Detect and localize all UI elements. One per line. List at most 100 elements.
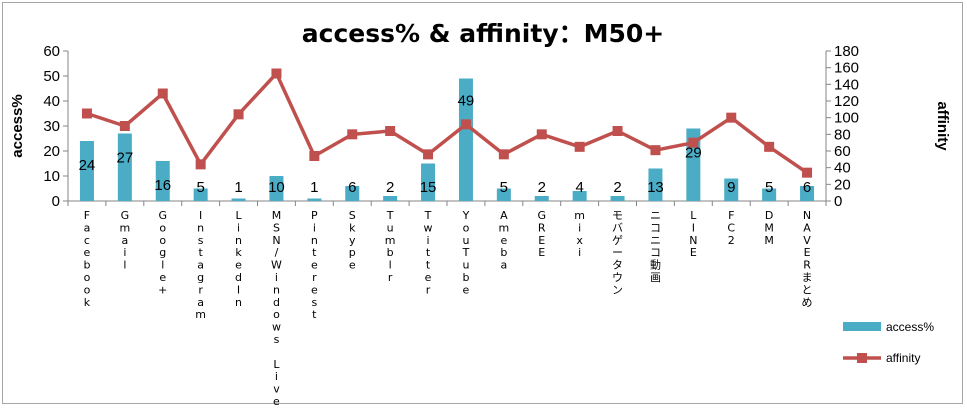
- x-category-label: モバゲータウン: [612, 209, 623, 296]
- bar-access: [762, 188, 777, 201]
- bar-access: [421, 163, 436, 201]
- bar-access: [193, 188, 208, 201]
- y-tick-label: 30: [43, 118, 60, 135]
- y2-tick-label: 80: [834, 126, 851, 143]
- bar-data-label: 5: [500, 179, 508, 196]
- bar-access: [610, 196, 625, 201]
- bar-access: [458, 78, 473, 201]
- bar-data-label: 2: [613, 179, 621, 196]
- affinity-marker: [271, 68, 282, 79]
- affinity-marker: [157, 88, 168, 99]
- affinity-marker: [81, 108, 92, 119]
- affinity-marker: [764, 141, 775, 152]
- y-tick-label: 0: [52, 193, 60, 210]
- bar-data-label: 1: [310, 179, 318, 196]
- affinity-marker: [612, 126, 623, 136]
- affinity-marker: [460, 119, 471, 130]
- affinity-marker: [726, 112, 737, 123]
- bar-access: [155, 161, 170, 201]
- bar-data-label: 9: [727, 179, 735, 196]
- bar-data-label: 5: [765, 179, 773, 196]
- bar-data-label: 2: [538, 179, 546, 196]
- affinity-marker: [195, 159, 206, 170]
- bar-data-label: 15: [420, 179, 437, 196]
- bar-data-label: 24: [79, 157, 96, 174]
- affinity-marker: [347, 129, 358, 140]
- bar-data-label: 2: [386, 179, 394, 196]
- y-tick-label: 10: [43, 168, 60, 185]
- y-tick-label: 50: [43, 68, 60, 85]
- bar-data-label: 16: [154, 177, 171, 194]
- y-tick-label: 60: [43, 43, 60, 60]
- bar-access: [648, 168, 663, 201]
- bar-access: [800, 186, 815, 201]
- y2-tick-label: 40: [834, 160, 851, 177]
- affinity-marker: [498, 149, 509, 160]
- bar-access: [307, 198, 322, 201]
- bar-access: [572, 191, 587, 201]
- bar-data-label: 5: [196, 179, 204, 196]
- affinity-line: [86, 71, 809, 175]
- bar-data-label: 13: [647, 179, 664, 196]
- affinity-marker: [309, 151, 320, 161]
- bar-data-label: 6: [348, 179, 356, 196]
- bar-access: [724, 178, 739, 201]
- legend: access% affinity: [843, 320, 934, 365]
- affinity-marker: [650, 145, 661, 156]
- y2-tick-label: 180: [834, 43, 859, 60]
- y2-tick-label: 0: [834, 193, 842, 210]
- y2-tick-label: 140: [834, 76, 859, 93]
- affinity-marker: [688, 137, 699, 148]
- bar-data-label: 29: [685, 145, 702, 162]
- bar-access: [534, 196, 549, 201]
- chart-frame: [2, 2, 963, 404]
- y-axis-title: access%: [9, 94, 26, 157]
- x-category-label: N A V E R まとめ: [802, 209, 813, 309]
- y2-tick-label: 100: [834, 110, 859, 127]
- bar-data-label: 6: [803, 179, 811, 196]
- legend-swatch-access: [843, 322, 881, 331]
- legend-label-access: access%: [886, 320, 934, 334]
- y2-tick-label: 160: [834, 60, 859, 77]
- affinity-marker: [233, 109, 244, 120]
- bar-access: [496, 188, 511, 201]
- bar-data-label: 1: [234, 179, 242, 196]
- bar-access: [231, 198, 246, 201]
- affinity-marker: [385, 126, 396, 136]
- y2-tick-label: 20: [834, 176, 851, 193]
- bar-access: [345, 186, 360, 201]
- bar-data-label: 49: [458, 93, 475, 110]
- bar-access: [79, 141, 94, 201]
- y2-axis-title: affinity: [934, 101, 951, 151]
- affinity-marker: [574, 141, 585, 152]
- bar-access: [383, 196, 398, 201]
- legend-label-affinity: affinity: [886, 351, 920, 365]
- y2-tick-label: 60: [834, 143, 851, 160]
- y-tick-label: 20: [43, 143, 60, 160]
- bar-access: [117, 133, 132, 201]
- chart-title: access% & affinity：M50+: [302, 19, 664, 48]
- bar-data-label: 10: [268, 179, 285, 196]
- affinity-marker: [119, 121, 130, 131]
- bar-data-label: 4: [575, 179, 583, 196]
- affinity-marker: [423, 149, 434, 160]
- affinity-marker: [536, 129, 547, 140]
